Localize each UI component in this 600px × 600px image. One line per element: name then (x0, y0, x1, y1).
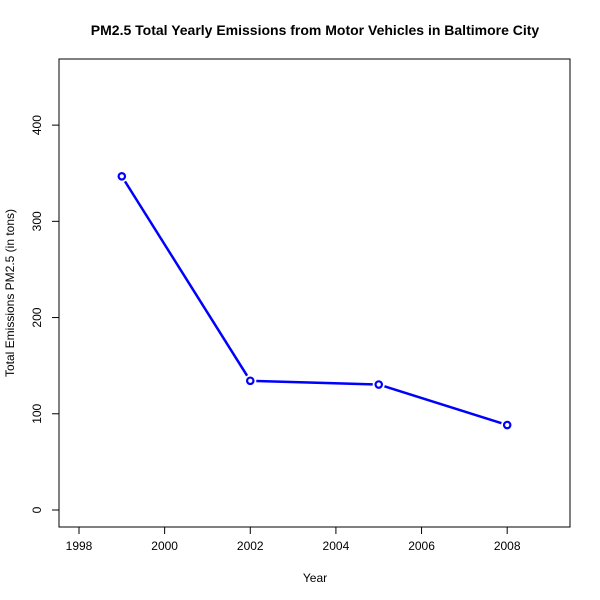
chart-title: PM2.5 Total Yearly Emissions from Motor … (91, 22, 540, 38)
x-axis: 1998 2000 2002 2004 2006 2008 (66, 526, 521, 553)
x-tick-label: 1998 (66, 539, 93, 553)
x-tick-label: 2006 (408, 539, 435, 553)
x-axis-label: Year (303, 571, 327, 585)
data-point (245, 376, 255, 386)
y-tick-label: 300 (30, 211, 44, 231)
data-point (374, 380, 384, 389)
x-tick-label: 2000 (151, 539, 178, 553)
series-line-segment (256, 379, 373, 386)
series-layer (117, 172, 512, 430)
x-tick-label: 2008 (494, 539, 521, 553)
x-tick-label: 2002 (237, 539, 264, 553)
y-tick-label: 400 (30, 115, 44, 135)
y-axis: 0 100 200 300 400 (30, 115, 60, 513)
y-axis-label: Total Emissions PM2.5 (in tons) (3, 209, 17, 377)
y-tick-label: 200 (30, 307, 44, 327)
series-line-segment (123, 180, 249, 377)
x-tick-label: 2004 (323, 539, 350, 553)
plot-frame (58, 58, 571, 528)
series-line-segment (384, 385, 502, 425)
data-point (117, 172, 127, 181)
y-tick-label: 100 (30, 403, 44, 423)
y-tick-label: 0 (30, 506, 44, 513)
data-point (502, 420, 512, 430)
